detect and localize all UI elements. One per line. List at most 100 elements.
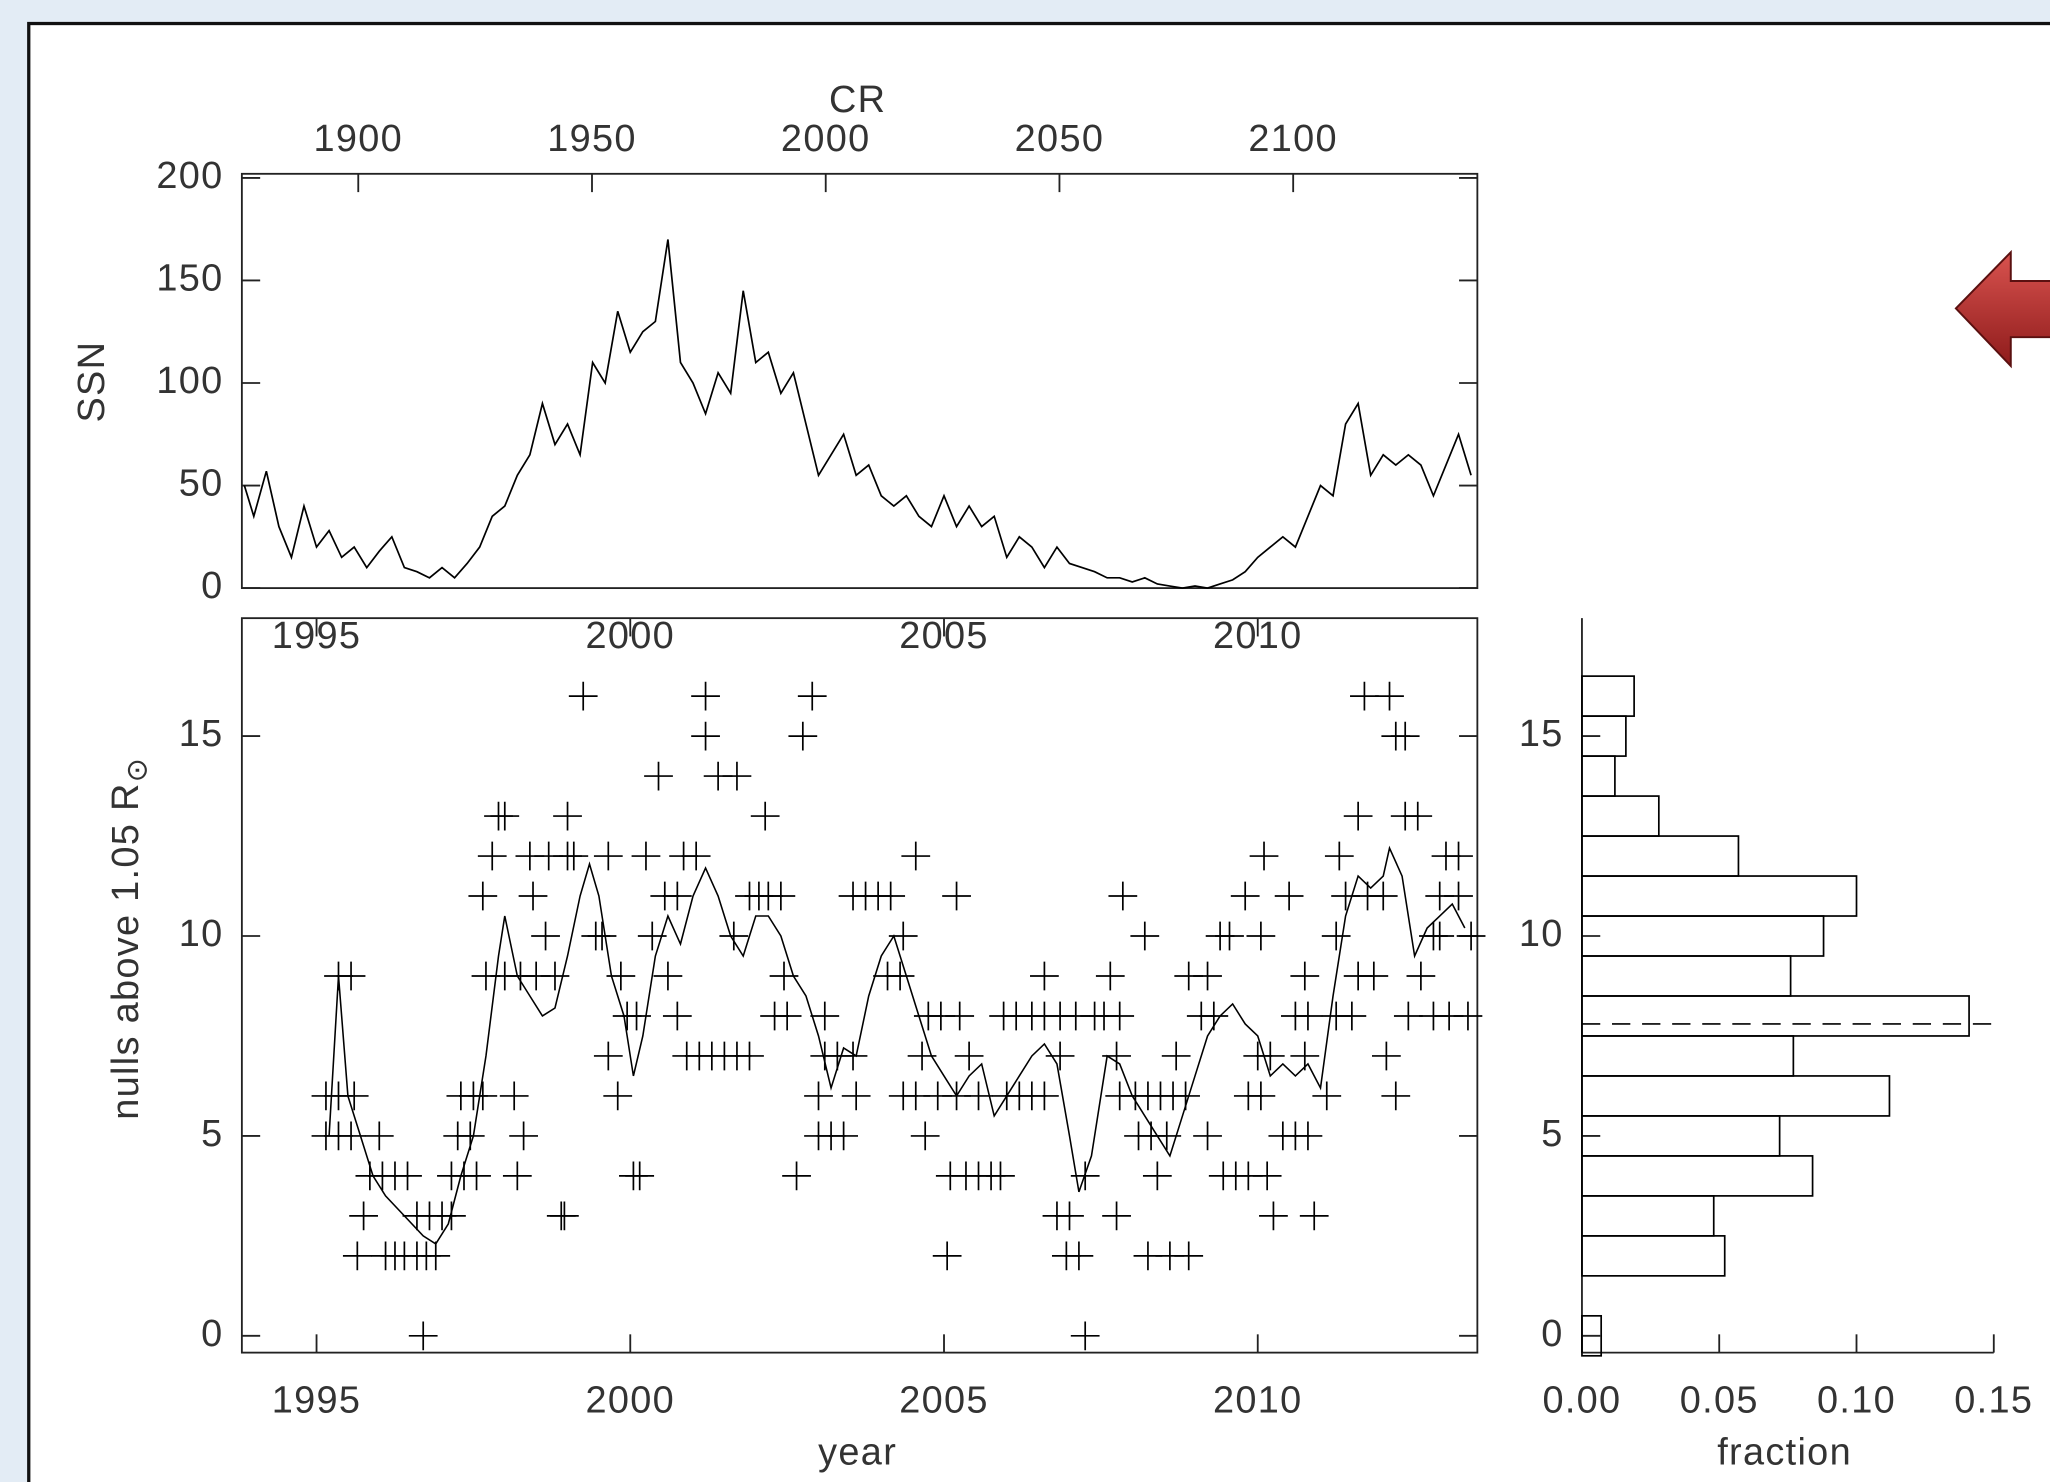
running-mean (328, 845, 1466, 1245)
null-point (1255, 1041, 1285, 1071)
null-point (408, 1321, 438, 1351)
null-point (681, 841, 711, 871)
null-point (1259, 1201, 1288, 1231)
y-tick-label: 5 (1541, 1113, 1563, 1155)
null-point (1359, 961, 1389, 991)
null-point (477, 841, 507, 871)
null-point (490, 801, 520, 831)
null-point (1095, 961, 1125, 991)
null-point (1456, 921, 1486, 951)
null-point (1045, 1041, 1075, 1071)
null-point (518, 881, 548, 911)
null-point (644, 761, 673, 791)
hist-bar (1581, 1314, 1603, 1357)
null-point (1252, 1161, 1282, 1191)
null-point (766, 881, 796, 911)
x2-tick-label: 1900 (313, 118, 403, 160)
null-point (1230, 881, 1260, 911)
null-point (468, 881, 498, 911)
null-point (1274, 881, 1304, 911)
null-point (1444, 881, 1473, 911)
hist-bar (1581, 795, 1660, 837)
null-point (502, 1161, 532, 1191)
null-point (421, 1241, 451, 1271)
y-axis-label: SSN (71, 341, 113, 423)
null-point (593, 841, 623, 871)
null-point (342, 1241, 372, 1271)
null-point (885, 961, 915, 991)
null-point (1393, 1001, 1423, 1031)
x-tick-label: 2000 (585, 1379, 675, 1421)
null-point (964, 1081, 993, 1111)
null-point (910, 1121, 940, 1151)
null-point (1403, 801, 1433, 831)
y-axis-label-text: nulls above 1.05 R (105, 782, 147, 1119)
null-point (568, 681, 598, 711)
null-point (722, 761, 752, 791)
null-point (838, 1041, 868, 1071)
null-point (1321, 921, 1351, 951)
null-point (625, 1161, 655, 1191)
null-point (1368, 881, 1398, 911)
figure-frame (27, 21, 2050, 1482)
null-point (1293, 1001, 1323, 1031)
null-point (339, 1081, 369, 1111)
null-point (810, 1001, 840, 1031)
null-point (1064, 1241, 1094, 1271)
null-point (1055, 1201, 1084, 1231)
null-point (1130, 921, 1160, 951)
null-point (1249, 841, 1279, 871)
x-tick-label: 1995 (272, 1379, 362, 1421)
null-point (1105, 1001, 1135, 1031)
x2-tick-label: 1950 (547, 118, 637, 160)
null-point (782, 1161, 811, 1191)
null-point (662, 1001, 692, 1031)
null-point (553, 801, 582, 831)
null-point (735, 1041, 764, 1071)
ssn-line (243, 239, 1472, 589)
null-point (1193, 961, 1222, 991)
null-point (1343, 801, 1373, 831)
null-point (499, 1081, 529, 1111)
null-point (364, 1121, 394, 1151)
y-tick-label: 10 (179, 913, 224, 955)
null-point (437, 1201, 466, 1231)
null-point (603, 1081, 633, 1111)
null-point (1406, 961, 1436, 991)
null-point (691, 681, 720, 711)
y-tick-label: 200 (156, 155, 223, 197)
y-tick-label: 0 (201, 565, 223, 607)
null-point (1290, 961, 1320, 991)
null-point (1193, 1121, 1222, 1151)
null-point (829, 1121, 858, 1151)
null-point (1444, 841, 1473, 871)
null-point (587, 921, 617, 951)
null-point (653, 961, 683, 991)
null-point (772, 1001, 802, 1031)
null-point (841, 1081, 871, 1111)
y-tick-label: 50 (179, 463, 224, 505)
x-tick-label: 0.00 (1542, 1379, 1621, 1421)
x-tick-label: 2010 (1213, 1379, 1303, 1421)
y-tick-label: 0 (201, 1313, 223, 1355)
null-point (1299, 1201, 1329, 1231)
null-point (468, 1081, 498, 1111)
null-point (593, 1041, 623, 1071)
null-point (631, 841, 661, 871)
y-axis-label: nulls above 1.05 R⊙ (105, 757, 153, 1120)
null-point (509, 1121, 538, 1151)
null-point (1246, 921, 1276, 951)
null-point (393, 1161, 422, 1191)
x-axis-label: year (818, 1432, 897, 1474)
null-point (901, 841, 931, 871)
null-point (349, 1201, 378, 1231)
x-tick-label: 0.10 (1817, 1379, 1896, 1421)
null-point (550, 1201, 579, 1231)
null-point (1375, 681, 1404, 711)
null-point (1102, 1201, 1131, 1231)
null-point (1371, 1041, 1401, 1071)
y-tick-label: 15 (179, 713, 224, 755)
null-point (797, 681, 827, 711)
null-point (540, 961, 570, 991)
null-point (1161, 1041, 1191, 1071)
